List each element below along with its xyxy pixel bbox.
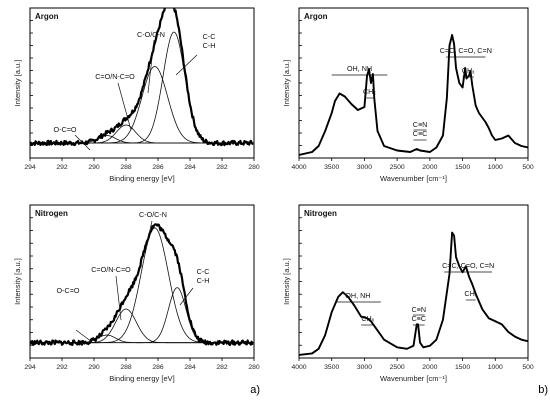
x-tick-label: 286: [152, 164, 164, 171]
panel-title: Argon: [304, 12, 328, 21]
ir-spectrum: [299, 34, 528, 156]
x-tick-label: 280: [248, 164, 260, 171]
panel-title: Nitrogen: [35, 209, 68, 218]
chart-ir-argon: 4000 3500 3000 2500 2000 1500 1000 500 Wavenumbe…: [282, 7, 534, 183]
x-tick-label: 1000: [488, 164, 503, 171]
peak-pointer: [75, 329, 93, 343]
component-peak-2: [30, 308, 254, 344]
x-axis-title: Binding energy [eV]: [109, 174, 174, 183]
x-tick-label: 292: [56, 164, 68, 171]
band-label: CHₓ: [464, 289, 477, 298]
panel-title: Nitrogen: [304, 209, 337, 218]
peak-label: O-C=O: [54, 125, 77, 134]
x-tick-label: 292: [56, 364, 68, 371]
band-label: CHₓ: [361, 314, 374, 323]
peak-label: C=O/N-C=O: [95, 72, 135, 81]
peak-label: C-C C-H: [203, 32, 216, 50]
chart-ir-nitrogen: 4000 3500 3000 2500 2000 1500 1000 500 Wavenumbe…: [282, 204, 534, 383]
plot-frame: [29, 204, 255, 359]
peak-pointer: [115, 275, 122, 321]
x-tick-label: 294: [24, 364, 36, 371]
peak-pointer: [146, 220, 153, 244]
peak-label: O-C=O: [57, 286, 80, 295]
envelope-spectrum: [30, 223, 254, 346]
y-axis-title: Intensity [a.u.]: [13, 60, 22, 107]
band-label: CHₓ: [363, 87, 376, 96]
x-tick-label: 294: [24, 164, 36, 171]
x-tick-label: 286: [152, 364, 164, 371]
chart-xps-argon: 294 292 290 288 286 284 282 280 Binding energy […: [13, 7, 260, 183]
x-tick-label: 288: [120, 164, 132, 171]
x-tick-label: 282: [216, 364, 228, 371]
x-tick-label: 2500: [390, 364, 405, 371]
x-tick-label: 4000: [291, 164, 306, 171]
x-tick-label: 2000: [422, 164, 437, 171]
x-tick-label: 284: [184, 364, 196, 371]
plot-area: [299, 231, 528, 356]
y-axis-title: Intensity [a.u.]: [282, 60, 291, 107]
peak-label: C=O/N-C=O: [91, 265, 131, 274]
x-tick-label: 280: [248, 364, 260, 371]
peak-label: C-C C-H: [197, 267, 210, 285]
figure-label-a: a): [250, 384, 260, 396]
figure-label-b: b): [538, 384, 548, 396]
band-label: C≡N C≡C: [413, 120, 428, 138]
x-tick-label: 3500: [324, 164, 339, 171]
x-tick-label: 3500: [324, 364, 339, 371]
plot-area: [30, 223, 254, 346]
plot-frame: [298, 204, 529, 359]
x-tick-label: 4000: [291, 364, 306, 371]
x-tick-label: 500: [522, 364, 534, 371]
x-tick-label: 1500: [455, 364, 470, 371]
x-tick-label: 2500: [390, 164, 405, 171]
x-tick-label: 3000: [357, 164, 372, 171]
peak-pointer: [74, 134, 91, 151]
band-label: C≡N C≡C: [411, 305, 426, 323]
band-label: OH, NH: [345, 291, 370, 300]
band-label: C=C, C=O, C=N: [442, 261, 494, 270]
x-axis-title: Wavenumber [cm⁻¹]: [380, 374, 447, 383]
panel-title: Argon: [35, 12, 59, 21]
x-axis-title: Wavenumber [cm⁻¹]: [380, 174, 447, 183]
x-tick-label: 288: [120, 364, 132, 371]
plot-area: [299, 34, 528, 156]
component-peak-4: [30, 287, 254, 344]
plot-area: [30, 8, 254, 147]
band-label: C=C, C=O, C=N: [440, 46, 492, 55]
band-label: OH, NH: [347, 64, 372, 73]
peak-pointer: [175, 54, 198, 76]
chart-xps-nitrogen: 294 292 290 288 286 284 282 280 Binding energy […: [13, 204, 260, 383]
y-axis-title: Intensity [a.u.]: [282, 258, 291, 305]
peak-label: C-O/C-N: [137, 30, 165, 39]
x-tick-label: 500: [522, 164, 534, 171]
x-tick-label: 284: [184, 164, 196, 171]
envelope-spectrum: [30, 8, 254, 147]
x-tick-label: 1000: [488, 364, 503, 371]
x-tick-label: 290: [88, 164, 100, 171]
x-tick-label: 2000: [422, 364, 437, 371]
peak-label: C-O/C-N: [139, 210, 167, 219]
x-axis-title: Binding energy [eV]: [109, 374, 174, 383]
x-tick-label: 1500: [455, 164, 470, 171]
peak-pointer: [179, 287, 194, 306]
x-tick-label: 290: [88, 364, 100, 371]
x-tick-label: 282: [216, 164, 228, 171]
band-label: CHₓ: [462, 66, 475, 75]
x-tick-label: 3000: [357, 364, 372, 371]
y-axis-title: Intensity [a.u.]: [13, 258, 22, 305]
ir-spectrum: [299, 231, 528, 356]
peak-pointer: [147, 39, 155, 94]
peak-pointer: [117, 82, 132, 131]
